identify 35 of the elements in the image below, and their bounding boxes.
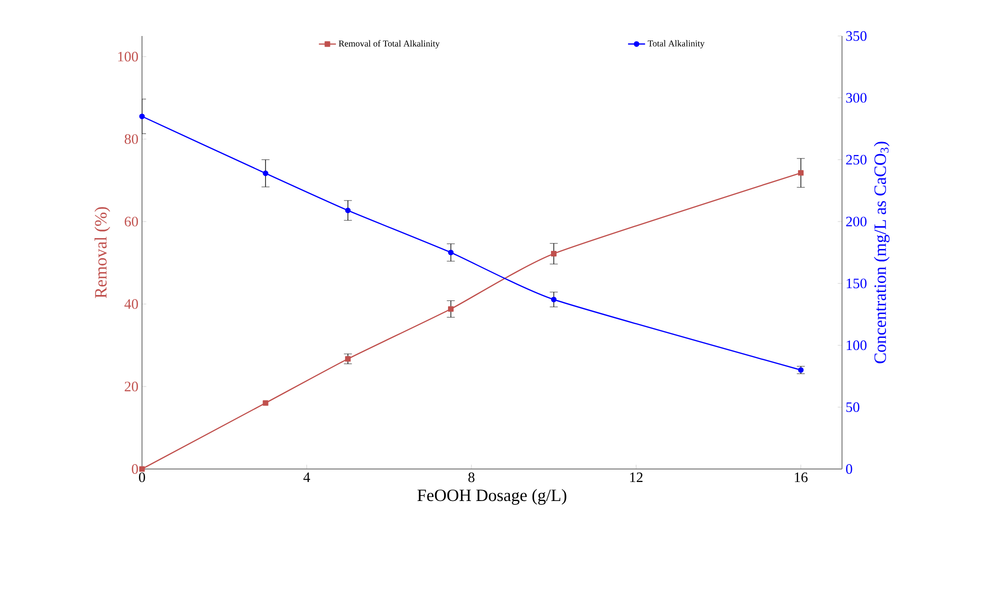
x-tick-label: 16 — [794, 472, 808, 482]
y2-tick-label: 200 — [846, 216, 867, 226]
point — [448, 250, 454, 256]
point — [345, 356, 351, 362]
point — [262, 170, 268, 176]
y2-tick-label: 150 — [846, 278, 867, 288]
y2-axis-title: Concentration (mg/L as CaCO$_{3}$) — [874, 142, 890, 364]
x-tick-label: 12 — [630, 472, 643, 482]
y2-tick-label: 250 — [846, 154, 867, 165]
point — [550, 296, 557, 302]
point — [798, 170, 804, 176]
point — [139, 114, 145, 120]
y-tick-label: 100 — [118, 52, 138, 62]
y2-tick-label: 0 — [846, 464, 852, 474]
y-tick-label: 60 — [124, 216, 138, 226]
x-tick-label: 4 — [303, 472, 310, 482]
y-tick-label: 80 — [124, 134, 138, 144]
legend-label: Total Alkalinity — [648, 40, 705, 48]
legend-label: Removal of Total Alkalinity — [338, 40, 440, 48]
point — [345, 208, 351, 214]
point — [139, 466, 145, 472]
y2-tick-label: 50 — [846, 402, 860, 412]
y2-tick-label: 100 — [846, 340, 867, 350]
point — [262, 400, 268, 406]
y2-tick-label: 350 — [846, 31, 867, 41]
point — [550, 250, 557, 257]
x-axis-title: FeOOH Dosage (g/L) — [417, 489, 566, 505]
y-tick-label: 40 — [124, 299, 138, 309]
y-axis-title: Removal (%) — [94, 207, 110, 298]
x-tick-label: 0 — [138, 472, 146, 482]
y-tick-label: 20 — [124, 382, 138, 392]
point — [448, 306, 454, 312]
y2-tick-label: 300 — [846, 92, 867, 103]
x-tick-label: 8 — [468, 472, 474, 482]
y-tick-label: 0 — [132, 464, 138, 474]
